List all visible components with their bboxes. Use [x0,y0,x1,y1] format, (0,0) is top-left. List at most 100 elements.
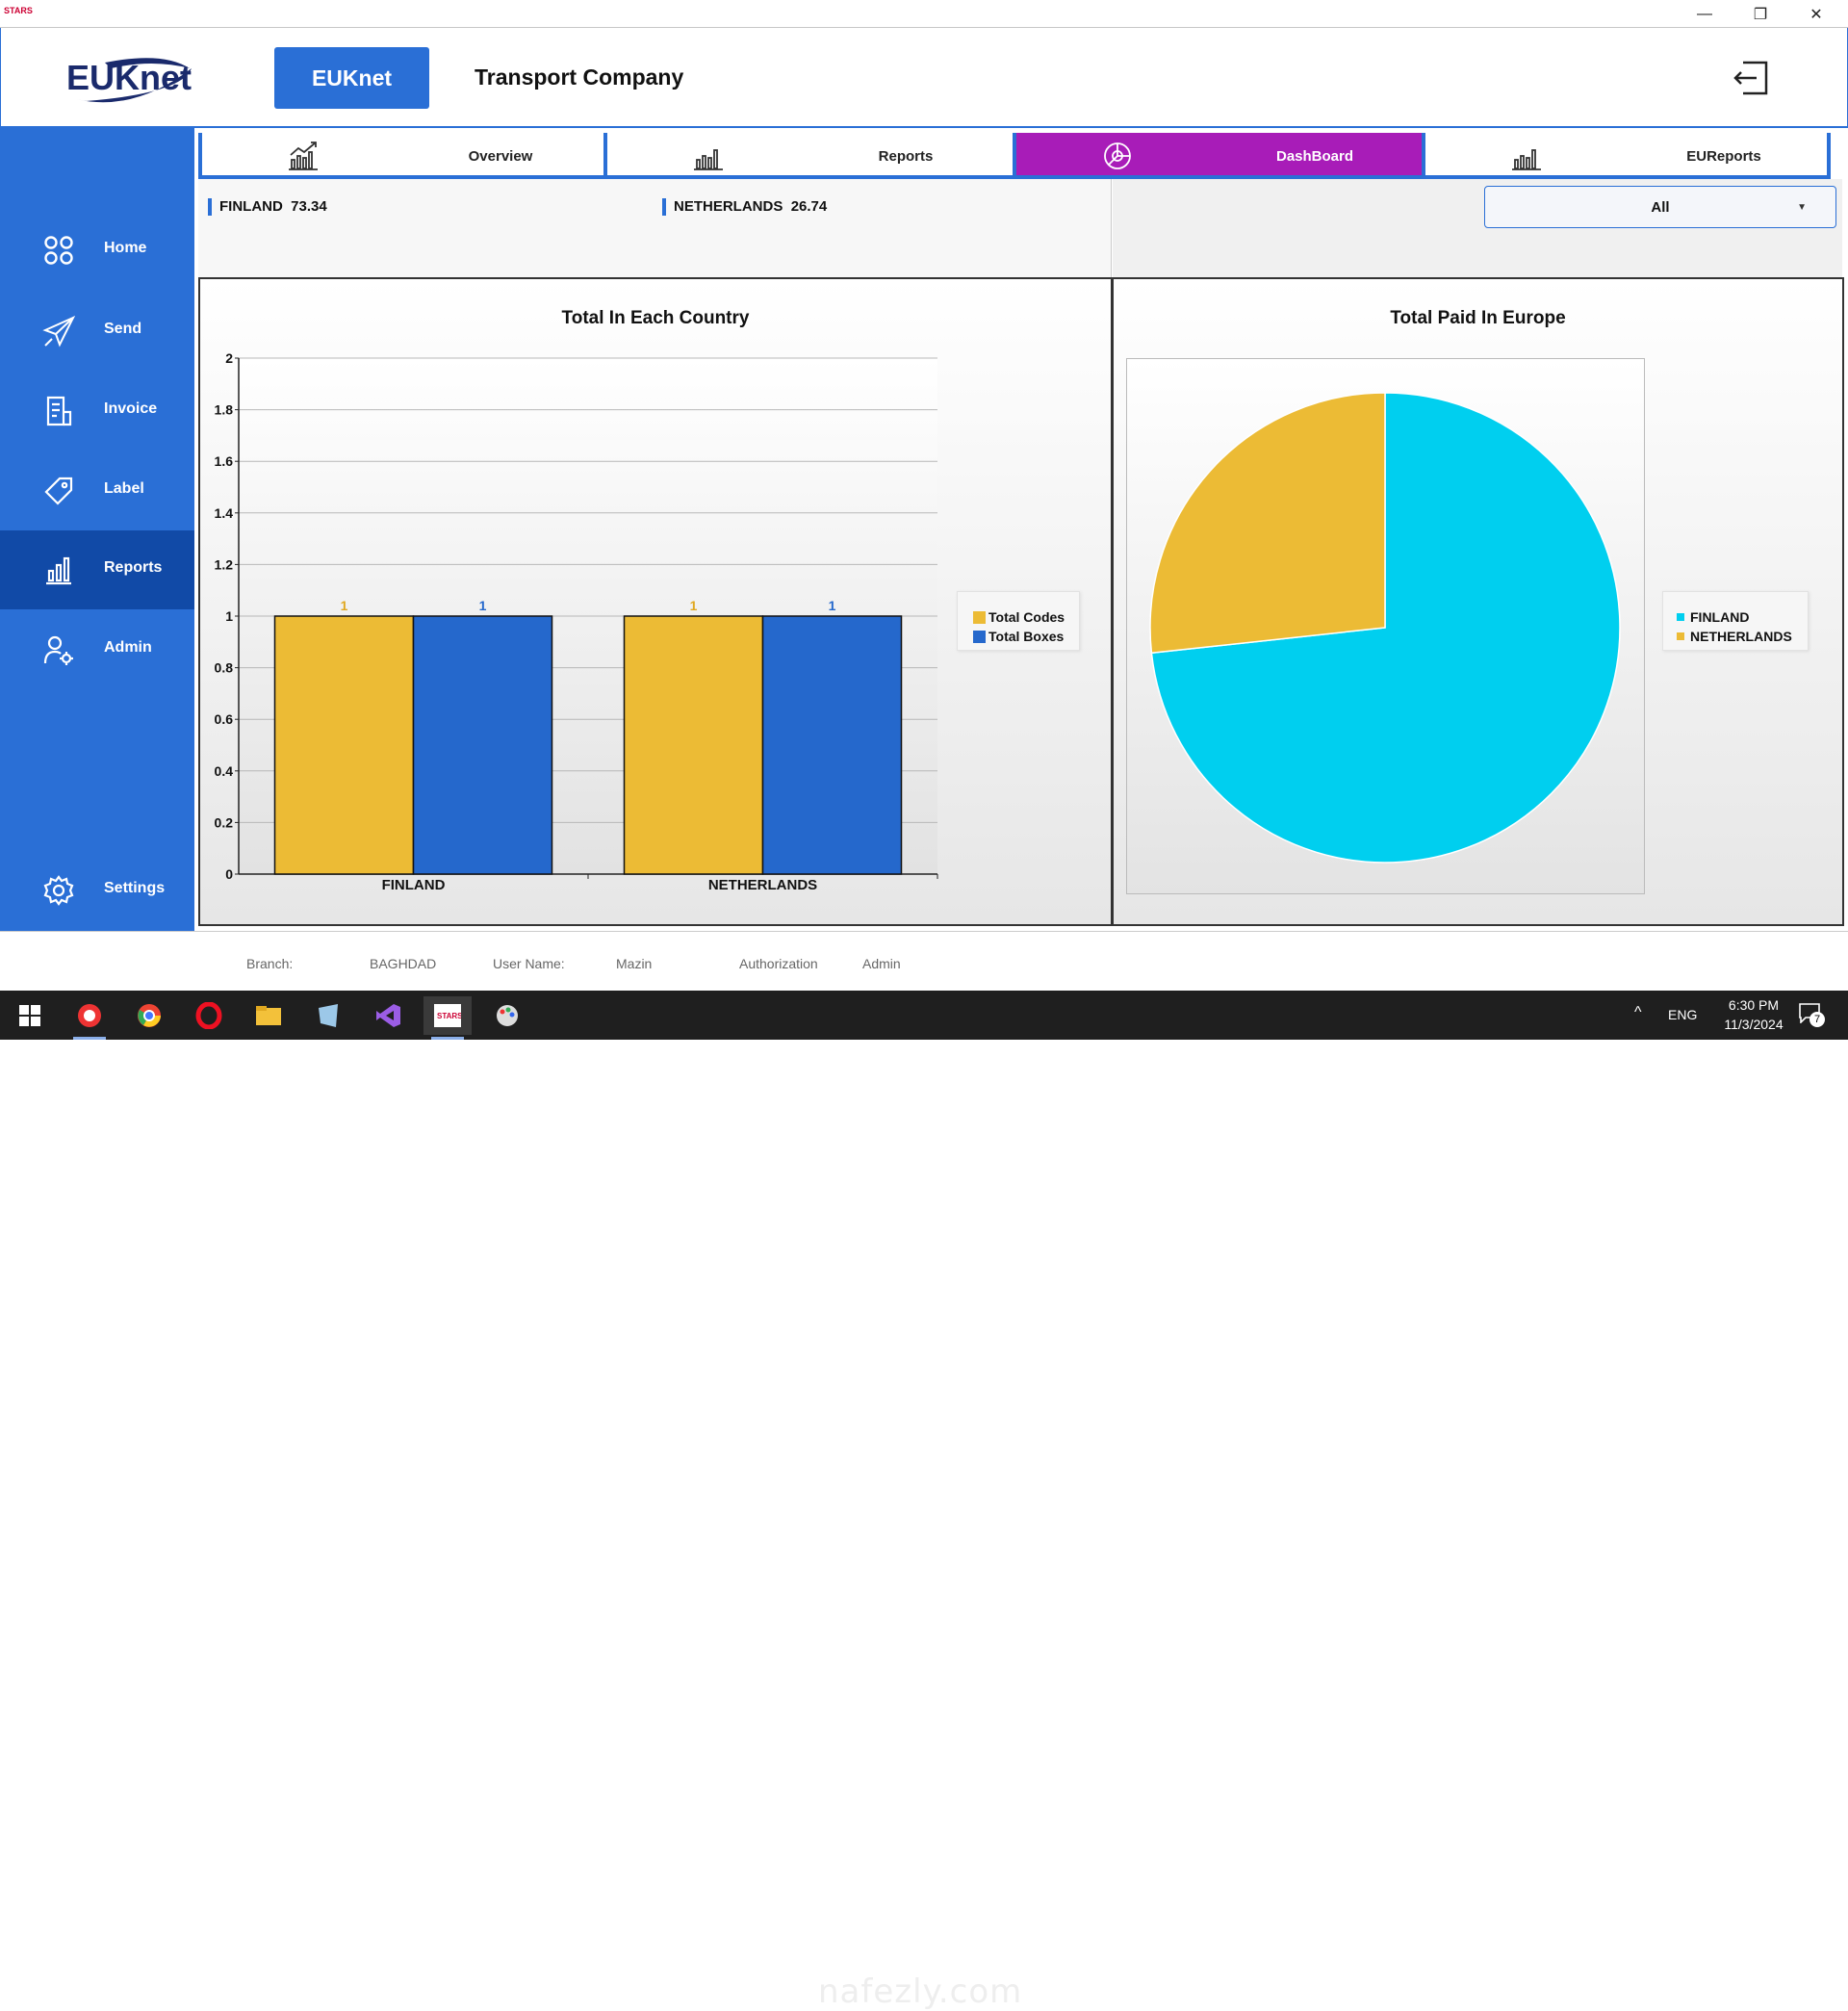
data-label: 1 [829,598,836,613]
sidebar-item-label: Reports [104,559,163,576]
taskbar: STARS nafezly.com ^ ENG 6:30 PM 11/3/202… [0,991,1848,2011]
file-explorer-icon[interactable] [244,996,293,1035]
bar-chart-icon [1512,149,1541,170]
tab-label: Overview [468,148,533,165]
legend-label: Total Codes [988,609,1065,625]
legend-swatch [1677,632,1684,640]
pie-slice [1149,392,1386,655]
sidebar-item-label: Home [104,240,147,256]
bar [273,615,415,875]
sidebar-item-home[interactable]: Home [0,211,194,290]
tab-bar: Overview Reports DashBoard EUReports [198,133,1831,179]
legend-item-netherlands: NETHERLANDS [1677,627,1808,646]
clock-time[interactable]: 6:30 PM [1728,997,1780,1013]
brand-button[interactable]: EUKnet [274,47,429,109]
bar-chart: 0 0.2 0.4 0.6 0.8 1 1.2 1.4 1.6 1.8 2 1 1 FINLAND 1 1 NE… [215,350,938,893]
sidebar-item-reports[interactable]: Reports [0,530,194,609]
summary-value: 26.74 [790,198,828,215]
tab-dashboard[interactable]: DashBoard [1016,133,1425,179]
logout-icon[interactable] [1732,57,1774,99]
pie-chart [1149,392,1621,864]
gear-icon [43,875,74,906]
y-tick-label: 0.8 [215,660,234,676]
y-tick-label: 0.2 [215,814,234,830]
sidebar-item-admin[interactable]: Admin [0,610,194,689]
legend-swatch [1677,613,1684,621]
sidebar-item-label: Invoice [104,400,158,417]
tab-reports[interactable]: Reports [607,133,1016,179]
stars-app-icon[interactable]: STARS [424,996,472,1040]
y-tick-label: 1 [225,608,233,624]
user-label: User Name: [493,956,565,971]
app-icon: STARS [4,6,33,15]
y-tick-label: 0 [225,866,233,882]
legend-label: FINLAND [1690,609,1750,625]
sidebar-item-label-page[interactable]: Label [0,451,194,530]
bar-chart-legend: Total Codes Total Boxes [957,591,1080,651]
data-label: 1 [341,598,348,613]
logo-text: EUKnet [66,58,192,97]
windows-start-icon[interactable] [6,996,54,1035]
tab-label: EUReports [1686,148,1761,165]
bar-chart-icon [694,149,723,170]
country-filter-select[interactable]: All ▼ [1484,186,1836,228]
branch-value: BAGHDAD [370,956,437,971]
bar-chart-icon [46,556,71,585]
paper-plane-icon [42,316,75,348]
chevron-down-icon: ▼ [1797,202,1807,213]
legend-swatch [973,630,986,643]
data-label: 1 [479,598,487,613]
summary-panel: FINLAND 73.34 NETHERLANDS 26.74 [198,179,1112,277]
clock-date[interactable]: 11/3/2024 [1724,1017,1784,1032]
pie-chart-title: Total Paid In Europe [1390,308,1566,328]
app-blue-icon[interactable] [304,996,352,1035]
y-tick-label: 0.4 [215,763,234,779]
sidebar-item-send[interactable]: Send [0,292,194,371]
euknet-logo: EUKnet [66,55,201,107]
bar [412,615,553,875]
sidebar-item-label: Send [104,321,142,337]
opera-icon[interactable] [185,996,233,1035]
tab-eureports[interactable]: EUReports [1425,133,1831,179]
language-indicator[interactable]: ENG [1668,1007,1698,1022]
bar [761,615,903,875]
branch-label: Branch: [246,956,294,971]
summary-country: NETHERLANDS [674,198,783,215]
y-tick-label: 1.8 [215,402,234,418]
user-value: Mazin [616,956,653,971]
x-tick-label: NETHERLANDS [708,877,817,893]
notification-icon[interactable]: 7 [1798,1002,1827,1027]
legend-item-codes: Total Codes [973,607,1079,627]
y-tick-label: 1.2 [215,556,234,572]
sidebar-item-label: Settings [104,880,166,896]
stars-app-text: STARS [437,1012,461,1020]
sidebar-item-invoice[interactable]: Invoice [0,372,194,451]
sidebar-item-label: Label [104,480,144,497]
legend-label: NETHERLANDS [1690,629,1792,644]
grid-icon [44,236,73,265]
tray-arrow-icon[interactable]: ^ [1634,1004,1642,1020]
maximize-button[interactable]: ❐ [1753,6,1768,23]
auth-label: Authorization [739,956,818,971]
tab-overview[interactable]: Overview [198,133,607,179]
y-tick-label: 2 [225,350,233,366]
sidebar: Home Send Invoice Label Reports Admin [0,128,194,931]
title-bar: STARS — ❐ ✕ [0,0,1848,28]
bar-chart-title: Total In Each Country [561,308,750,328]
chrome-icon[interactable] [125,996,173,1035]
tab-label: DashBoard [1275,148,1354,165]
legend-item-finland: FINLAND [1677,607,1808,627]
close-button[interactable]: ✕ [1810,6,1823,23]
document-icon [46,396,72,426]
status-bar: Branch: BAGHDAD User Name: Mazin Authori… [0,931,1848,991]
paint-icon[interactable] [483,996,531,1035]
app-red-icon[interactable] [65,996,114,1040]
sidebar-item-settings[interactable]: Settings [0,851,194,930]
visual-studio-icon[interactable] [364,996,412,1035]
bar-chart-panel: Total In Each Country 0 0.2 0.4 0.6 0.8 1 1.2 1… [198,277,1113,926]
legend-label: Total Boxes [988,629,1065,644]
minimize-button[interactable]: — [1697,5,1712,22]
watermark: nafezly.com [818,1972,1023,2011]
pie-chart-legend: FINLAND NETHERLANDS [1662,591,1809,651]
sidebar-item-label: Admin [104,639,152,656]
